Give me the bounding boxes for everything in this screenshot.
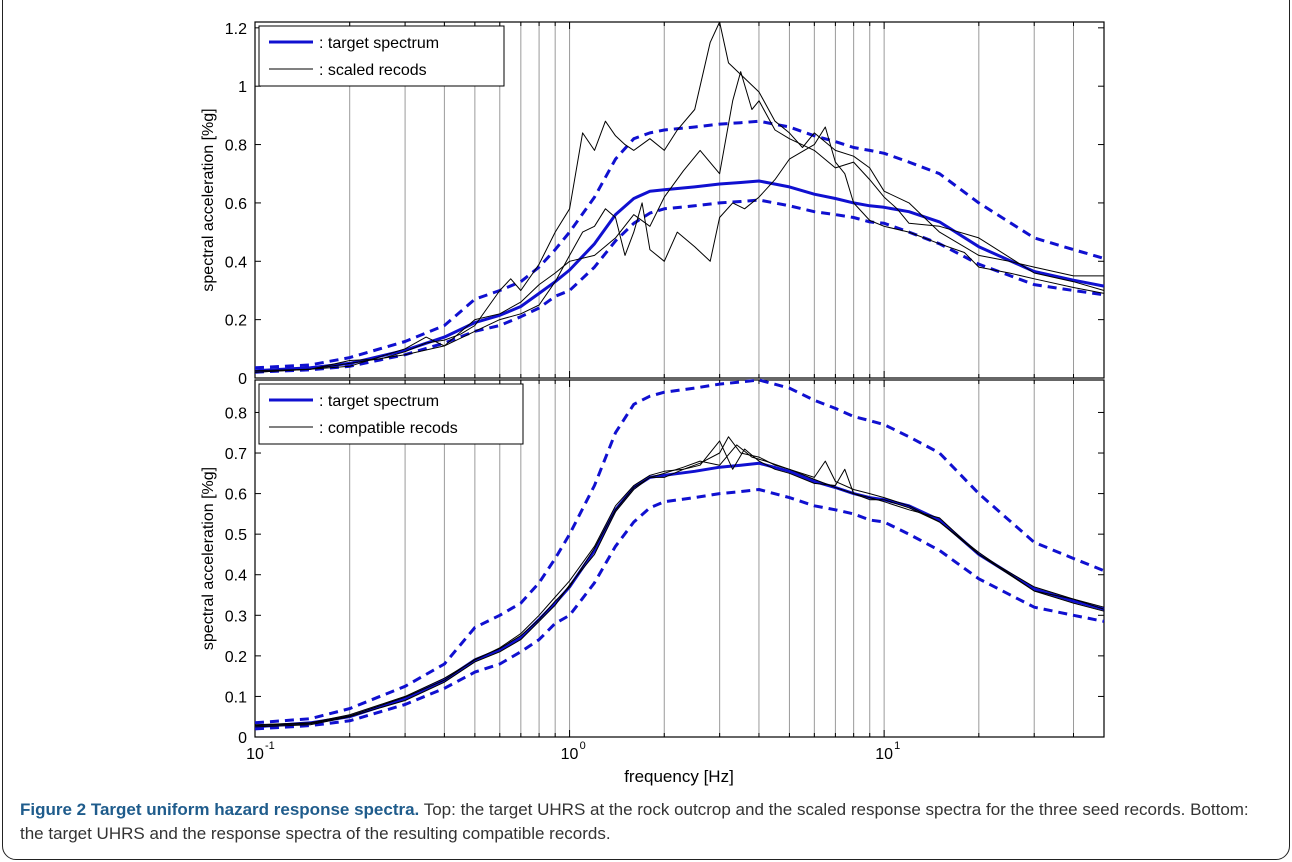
x-tick-exponent: 0	[580, 740, 586, 752]
bottom-record-line-4	[254, 440, 1105, 728]
top-ytick-label: 0.4	[225, 254, 247, 271]
bottom-ytick-label: 0.7	[225, 446, 247, 463]
x-tick-label: 10	[561, 746, 579, 763]
bottom-ytick-label: 0.5	[225, 527, 247, 544]
caption-label: Figure 2 Target uniform hazard response …	[20, 800, 420, 819]
top-ytick-label: 0.6	[225, 196, 247, 213]
bottom-ytick-label: 0.2	[225, 649, 247, 666]
figure-caption: Figure 2 Target uniform hazard response …	[20, 798, 1270, 846]
bottom-ytick-label: 0	[238, 730, 247, 747]
x-axis-label: frequency [Hz]	[624, 767, 734, 786]
top-upper-bound-line	[254, 119, 1105, 370]
top-lower-bound-line	[254, 198, 1105, 374]
bottom-ytick-label: 0.8	[225, 405, 247, 422]
bottom-target-spectrum-line	[254, 461, 1105, 729]
bottom-ytick-label: 0.3	[225, 608, 247, 625]
top-ytick-label: 0.8	[225, 138, 247, 155]
bottom-upper-bound-line	[254, 378, 1105, 725]
caption-text: Top: the target UHRS at the rock outcrop…	[20, 800, 1249, 843]
top-ytick-label: 0.2	[225, 313, 247, 330]
top-record-line-5	[254, 126, 1105, 373]
bottom-legend-label-records: : compatible recods	[319, 420, 458, 437]
top-record-line-3	[254, 21, 1104, 373]
bottom-record-line-3	[254, 436, 1105, 726]
top-legend-box	[258, 25, 505, 87]
x-tick-exponent: -1	[265, 740, 275, 752]
bottom-ytick-label: 0.6	[225, 487, 247, 504]
bottom-legend-box	[258, 383, 524, 445]
bottom-lower-bound-line	[254, 488, 1105, 731]
top-y-axis-label: spectral acceleration [%g]	[200, 108, 217, 291]
top-ytick-label: 0	[238, 371, 247, 388]
top-panel: 0 0.2 0.4 0.6 0.8 1 1.2 spectral acceleration […	[200, 21, 1105, 388]
bottom-axes-box	[254, 379, 1105, 738]
top-legend-label-target: : target spectrum	[319, 35, 439, 52]
x-tick-label: 10	[246, 746, 264, 763]
top-axes-box	[254, 21, 1105, 379]
top-record-line-4	[254, 71, 1105, 372]
top-target-spectrum-line	[254, 179, 1105, 373]
top-legend-label-records: : scaled recods	[319, 62, 427, 79]
bottom-ytick-label: 0.1	[225, 689, 247, 706]
figure-chart: 0 0.2 0.4 0.6 0.8 1 1.2 spectral acceleration […	[200, 21, 1105, 786]
bottom-legend-label-target: : target spectrum	[319, 393, 439, 410]
bottom-ytick-label: 0.4	[225, 568, 247, 585]
bottom-y-axis-label: spectral acceleration [%g]	[200, 467, 217, 650]
x-tick-label: 10	[875, 746, 893, 763]
top-ytick-label: 1	[238, 79, 247, 96]
x-tick-exponent: 1	[894, 740, 900, 752]
bottom-record-line-5	[254, 444, 1105, 727]
top-ytick-label: 1.2	[225, 21, 247, 38]
bottom-panel: 0 0.1 0.2 0.3 0.4 0.5 0.6 0.7 0.8 spectral accele…	[200, 378, 1105, 763]
